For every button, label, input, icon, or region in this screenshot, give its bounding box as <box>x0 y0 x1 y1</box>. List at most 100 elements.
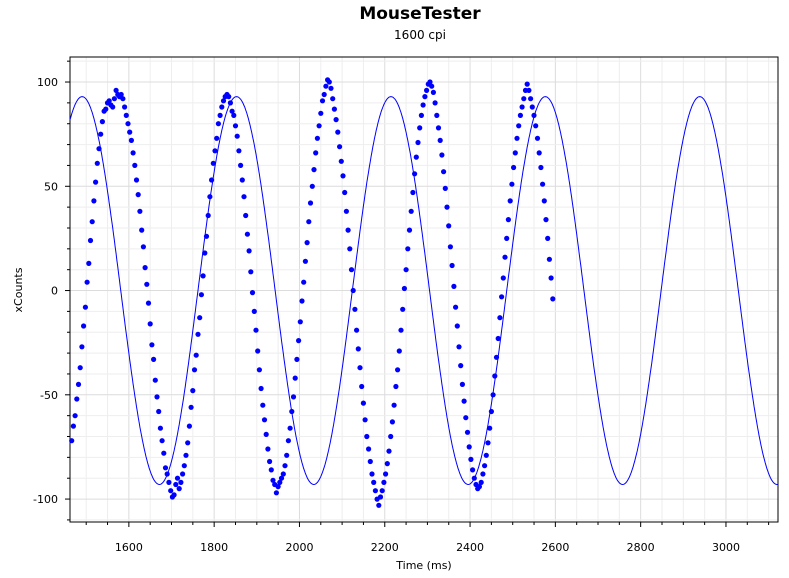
data-point <box>249 290 256 296</box>
y-tick-label: -100 <box>33 493 58 506</box>
data-point <box>166 479 172 485</box>
data-point <box>82 304 88 310</box>
x-tick-label: 2400 <box>456 541 484 554</box>
data-point <box>188 404 194 410</box>
data-point <box>401 285 407 292</box>
data-point <box>487 425 493 431</box>
data-point <box>342 189 348 196</box>
data-point <box>122 104 128 110</box>
y-tick-label: 100 <box>37 76 58 89</box>
data-point <box>297 319 303 325</box>
data-point <box>406 227 413 233</box>
grid <box>70 57 778 522</box>
x-tick-label: 2200 <box>371 541 399 554</box>
data-point <box>359 383 365 390</box>
data-point <box>488 408 494 415</box>
data-point <box>304 240 310 246</box>
data-point <box>456 344 462 350</box>
data-point <box>338 158 344 164</box>
data-point <box>459 381 465 387</box>
data-point <box>540 181 546 187</box>
y-tick-label: 0 <box>51 285 58 298</box>
data-point <box>214 135 220 141</box>
data-point <box>207 194 213 200</box>
data-point <box>451 283 457 289</box>
data-layer <box>69 77 779 508</box>
data-point <box>301 279 307 285</box>
data-point <box>478 479 484 485</box>
data-point <box>183 452 189 458</box>
data-point <box>285 438 291 444</box>
data-point <box>388 433 394 440</box>
data-point <box>395 367 401 373</box>
data-point <box>174 475 181 481</box>
data-point <box>345 227 351 233</box>
data-point <box>190 388 196 394</box>
data-point <box>408 208 414 214</box>
data-point <box>348 267 355 273</box>
data-point <box>227 100 233 106</box>
data-point <box>480 471 486 477</box>
data-point <box>287 425 293 431</box>
data-point <box>393 383 399 390</box>
data-point <box>231 112 237 118</box>
data-point <box>331 106 337 112</box>
data-point <box>220 98 227 104</box>
data-point <box>337 144 343 150</box>
data-point <box>497 315 503 321</box>
data-point <box>422 94 428 100</box>
data-point <box>217 112 223 118</box>
data-point <box>137 208 143 214</box>
data-point <box>302 258 308 264</box>
data-point <box>93 179 99 185</box>
data-point <box>91 198 97 204</box>
data-point <box>366 446 372 452</box>
data-point <box>200 273 206 279</box>
data-point <box>280 471 286 477</box>
x-tick-label: 1800 <box>200 541 228 554</box>
x-axis-label: Time (ms) <box>395 559 451 572</box>
data-point <box>350 287 356 294</box>
data-point <box>98 131 104 137</box>
data-point <box>512 150 518 156</box>
data-point <box>354 327 360 333</box>
data-point <box>243 212 249 219</box>
data-point <box>96 146 102 152</box>
data-point <box>415 139 421 146</box>
data-point <box>412 171 418 177</box>
data-point <box>343 208 349 214</box>
data-point <box>111 96 117 102</box>
data-point <box>198 292 204 298</box>
data-point <box>139 227 145 233</box>
data-point <box>389 419 395 425</box>
data-point <box>517 112 524 118</box>
data-point <box>362 417 368 423</box>
data-point <box>311 167 317 173</box>
data-point <box>442 185 448 191</box>
data-point <box>260 402 266 408</box>
data-point <box>330 96 336 102</box>
data-point <box>493 354 500 360</box>
data-point <box>180 471 186 477</box>
data-point <box>289 408 295 415</box>
data-point <box>128 137 134 143</box>
data-point <box>502 254 508 260</box>
data-point <box>110 104 116 110</box>
data-point <box>261 417 268 423</box>
data-point <box>306 219 312 225</box>
data-point <box>241 194 247 200</box>
data-point <box>232 123 239 129</box>
data-point <box>482 463 488 469</box>
data-point <box>215 121 221 127</box>
data-point <box>516 123 522 129</box>
data-point <box>156 408 162 415</box>
data-point <box>466 444 472 450</box>
data-point <box>357 365 363 371</box>
data-point <box>355 346 361 352</box>
data-point <box>495 335 501 342</box>
data-point <box>514 135 520 141</box>
data-point <box>89 219 95 225</box>
data-point <box>328 85 334 91</box>
data-point <box>471 475 477 481</box>
data-point <box>435 125 442 131</box>
